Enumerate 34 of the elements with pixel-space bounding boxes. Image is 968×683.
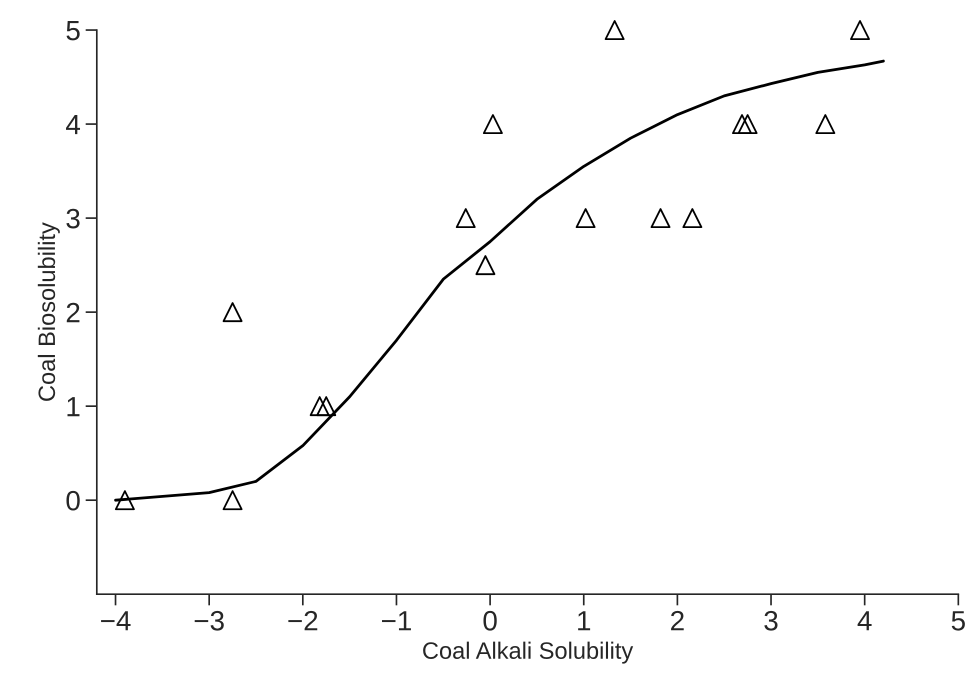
x-tick-label: 2 — [671, 610, 684, 630]
point — [650, 208, 670, 228]
y-tick-label: 4 — [66, 115, 80, 134]
point — [222, 490, 243, 510]
x-tick-label: −4 — [101, 611, 131, 630]
y-tick-label: 0 — [66, 490, 80, 511]
point — [456, 208, 476, 228]
point — [576, 208, 596, 228]
point — [815, 114, 836, 134]
point — [604, 20, 625, 40]
point — [850, 20, 870, 40]
x-tick-label: 5 — [952, 611, 965, 631]
y-tick-label: 5 — [66, 21, 80, 40]
point — [732, 114, 752, 134]
point — [482, 114, 503, 134]
point — [114, 490, 135, 510]
point — [222, 302, 243, 322]
point — [316, 396, 336, 416]
point — [475, 255, 496, 276]
x-tick-label: 1 — [578, 611, 590, 630]
point — [682, 208, 702, 228]
x-tick-label: 4 — [858, 611, 872, 630]
point — [310, 396, 330, 416]
y-tick-label: 2 — [66, 302, 80, 322]
x-tick-label: −3 — [194, 610, 224, 631]
y-axis-title: Coal Biosolubility — [38, 222, 60, 401]
x-tick-label: 0 — [483, 610, 497, 631]
x-tick-label: −2 — [288, 610, 318, 630]
x-tick-label: −1 — [382, 611, 411, 630]
y-tick-label: 3 — [66, 208, 80, 228]
y-tick-label: 1 — [68, 397, 80, 416]
point — [738, 114, 758, 134]
x-axis-title: Coal Alkali Solubility — [423, 642, 634, 664]
x-tick-label: 3 — [764, 610, 778, 631]
